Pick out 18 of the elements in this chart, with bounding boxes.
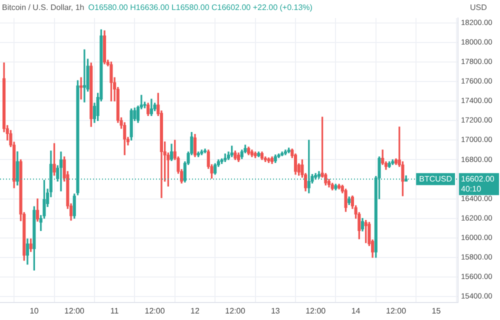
x-tick-label: 13: [270, 306, 280, 316]
text: 40:10: [461, 184, 482, 194]
candlestick: [82, 49, 86, 102]
x-tick-label: 12:00: [225, 306, 246, 316]
text: 16602.00: [461, 174, 495, 184]
ref-line-label: BTCUSD: [419, 174, 452, 184]
x-tick-label: 11: [110, 306, 120, 316]
x-tick-label: 12: [190, 306, 200, 316]
x-tick-label: 12:00: [144, 306, 166, 316]
x-tick-label: 12:00: [64, 306, 85, 316]
chart-title: Bitcoin / U.S. Dollar, 1h: [2, 3, 84, 12]
x-tick-label: 10: [30, 306, 40, 316]
x-tick-label: 12:00: [386, 306, 407, 316]
x-tick-label: 12:00: [306, 306, 326, 316]
chart-subtitle: O16580.00 H16636.00 L16580.00 C16602.00 +22.00 (+0.13%): [88, 3, 312, 12]
x-tick-label: 15: [432, 306, 442, 316]
x-tick-label: 14: [351, 306, 361, 316]
y-axis-title: USD: [470, 3, 487, 12]
